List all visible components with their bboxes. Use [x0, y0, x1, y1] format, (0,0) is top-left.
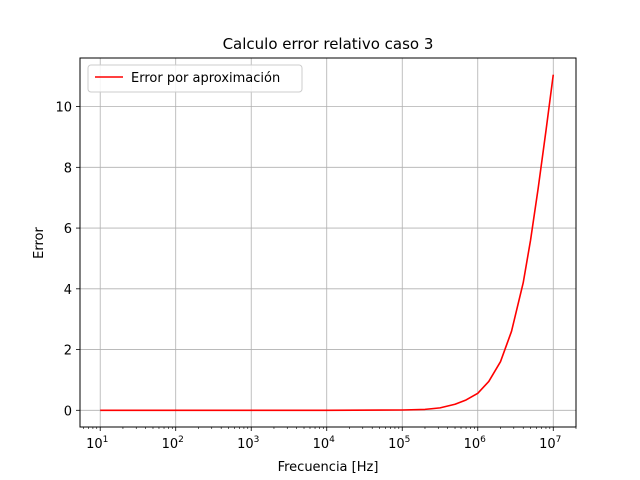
y-tick-label: 10	[55, 101, 72, 116]
legend-box	[87, 64, 303, 93]
series-line	[100, 74, 555, 412]
plot-frame	[79, 57, 577, 428]
x-tick-label: 107	[539, 435, 561, 452]
y-tick-label: 4	[64, 283, 72, 298]
grid	[80, 58, 576, 427]
x-tick-label: 102	[162, 435, 184, 452]
series-layer	[100, 74, 555, 412]
chart-title: Calculo error relativo caso 3	[223, 35, 434, 53]
x-tick-label: 104	[313, 435, 336, 452]
ticks: 101 102 103 104 105 106 107 0 2 4 6 8 10	[55, 101, 577, 452]
x-tick-label: 101	[86, 435, 108, 452]
y-axis-label: Error	[32, 227, 47, 259]
x-axis-label: Frecuencia [Hz]	[278, 460, 379, 475]
legend-label: Error por aproximación	[131, 71, 280, 86]
legend: Error por aproximación	[87, 64, 303, 93]
x-tick-label: 103	[237, 435, 259, 452]
y-tick-label: 2	[64, 344, 72, 359]
x-tick-label: 106	[464, 435, 487, 452]
y-tick-label: 8	[64, 161, 72, 176]
y-tick-label: 6	[64, 222, 72, 237]
x-tick-label: 105	[388, 435, 410, 452]
y-tick-label: 0	[64, 404, 72, 419]
